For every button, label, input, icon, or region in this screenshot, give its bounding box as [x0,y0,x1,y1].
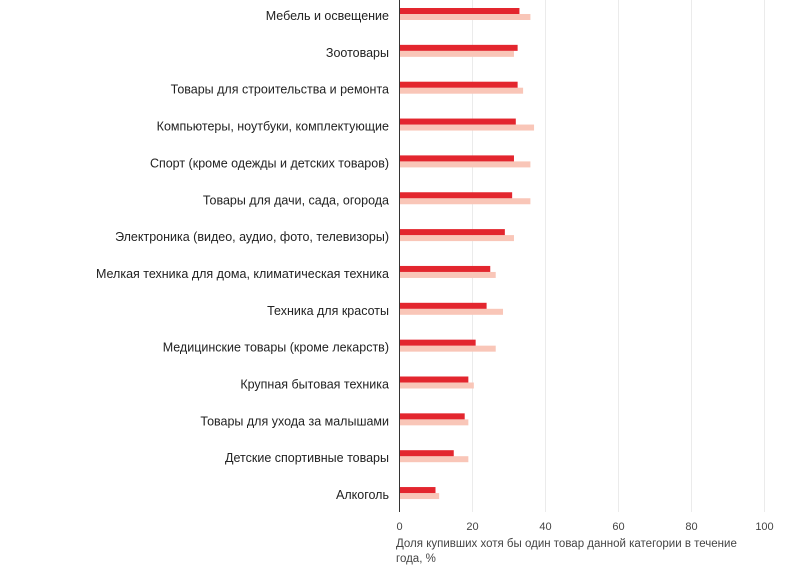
bar-primary [400,118,516,125]
bar-primary [400,155,514,162]
bar-primary [400,302,487,309]
category-label: Спорт (кроме одежды и детских товаров) [150,156,389,170]
x-tick-label: 40 [539,521,551,533]
bar-secondary [400,308,504,315]
category-label: Товары для дачи, сада, огорода [203,193,389,207]
bar-primary [400,8,520,14]
bar-secondary [400,235,514,242]
category-label: Мебель и освещение [266,9,389,23]
category-label: Медицинские товары (кроме лекарств) [163,341,389,355]
category-label: Товары для ухода за малышами [200,414,389,428]
x-axis-ticks: 0 20 40 60 80 100 [396,521,773,533]
category-label: Товары для строительства и ремонта [171,83,389,97]
gridlines [399,0,765,512]
bar-secondary [400,456,469,463]
bar-secondary [400,87,524,94]
bar-primary [400,81,518,88]
bars [400,8,535,500]
category-labels: Мебель и освещение Зоотовары Товары для ст… [96,9,389,502]
bar-secondary [400,124,535,131]
x-tick-label: 60 [612,521,624,533]
category-label: Компьютеры, ноутбуки, комплектующие [157,120,389,134]
bar-secondary [400,14,531,20]
bar-secondary [400,345,496,352]
bar-primary [400,44,518,51]
category-label: Мелкая техника для дома, климатическая т… [96,267,389,281]
x-axis-title: Доля купивших хотя бы один товар данной … [396,538,737,565]
bar-primary [400,229,505,236]
bar-secondary [400,271,496,278]
bar-secondary [400,382,474,389]
category-label: Детские спортивные товары [225,451,389,465]
bar-secondary [400,161,531,168]
category-label: Алкоголь [336,488,389,502]
x-axis-title-line-2: года, % [396,553,436,565]
x-tick-label: 20 [466,521,478,533]
bar-primary [400,192,513,199]
bar-secondary [400,50,514,57]
bar-primary [400,450,454,457]
bar-primary [400,487,436,494]
bar-secondary [400,419,469,426]
bar-primary [400,339,476,346]
bar-primary [400,265,491,272]
category-label: Техника для красоты [267,304,389,318]
category-label: Зоотовары [326,46,389,60]
category-label: Электроника (видео, аудио, фото, телевиз… [115,230,389,244]
x-tick-label: 0 [396,521,402,533]
x-axis-title-line-1: Доля купивших хотя бы один товар данной … [396,538,737,550]
bar-secondary [400,198,531,205]
bar-primary [400,413,465,420]
x-tick-label: 80 [685,521,697,533]
x-tick-label: 100 [755,521,773,533]
category-label: Крупная бытовая техника [240,378,389,392]
bar-secondary [400,493,440,500]
bar-primary [400,376,469,383]
